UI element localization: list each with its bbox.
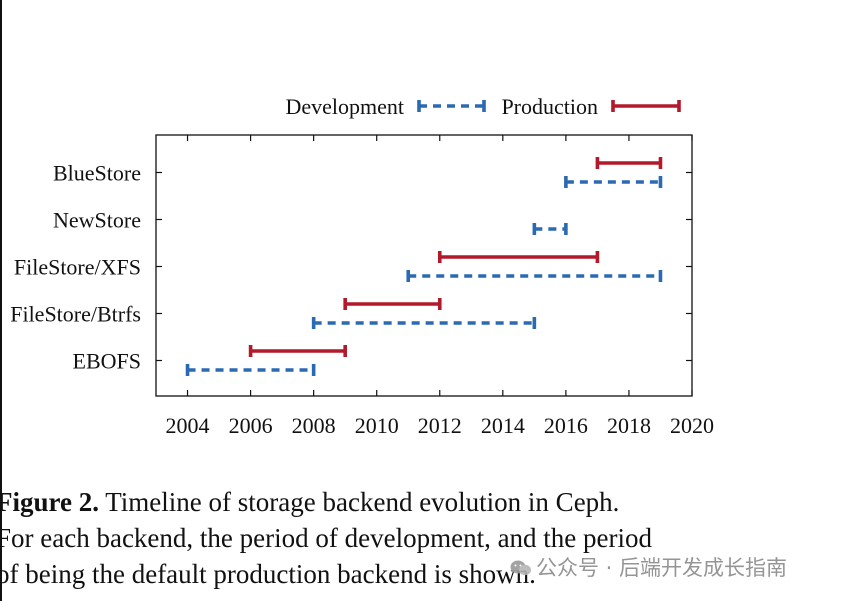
y-category-label: EBOFS — [73, 349, 141, 374]
x-tick-label: 2010 — [355, 413, 399, 438]
x-tick-label: 2004 — [166, 413, 210, 438]
y-category-label: BlueStore — [53, 161, 141, 186]
x-tick-label: 2006 — [229, 413, 273, 438]
x-tick-label: 2016 — [544, 413, 588, 438]
figure-caption: Figure 2. Timeline of storage backend ev… — [0, 484, 756, 592]
y-category-label: FileStore/XFS — [14, 255, 141, 280]
legend-production-label: Production — [501, 94, 598, 119]
caption-line-2: For each backend, the period of developm… — [0, 523, 653, 553]
x-tick-label: 2012 — [418, 413, 462, 438]
x-tick-label: 2020 — [670, 413, 714, 438]
y-category-label: FileStore/Btrfs — [10, 302, 141, 327]
timeline-chart: 2004 2006 2008 2010 2012 2014 2016 2018 2020 Blue… — [10, 94, 714, 438]
caption-lead: Figure 2. — [0, 487, 99, 517]
caption-line-1: Figure 2. Timeline of storage backend ev… — [0, 484, 756, 520]
x-tick-label: 2008 — [292, 413, 336, 438]
y-category-label: NewStore — [53, 208, 141, 233]
wechat-icon — [510, 560, 531, 576]
watermark: 公众号 · 后端开发成长指南 — [510, 552, 787, 582]
legend-development-label: Development — [285, 94, 404, 119]
left-border-rule — [0, 0, 2, 601]
x-tick-label: 2018 — [607, 413, 651, 438]
x-tick-label: 2014 — [481, 413, 525, 438]
watermark-text: 公众号 · 后端开发成长指南 — [536, 556, 788, 580]
caption-line-1-text: Timeline of storage backend evolution in… — [99, 487, 620, 517]
caption-line-3: of being the default production backend … — [0, 559, 536, 589]
plot-frame — [155, 134, 693, 397]
